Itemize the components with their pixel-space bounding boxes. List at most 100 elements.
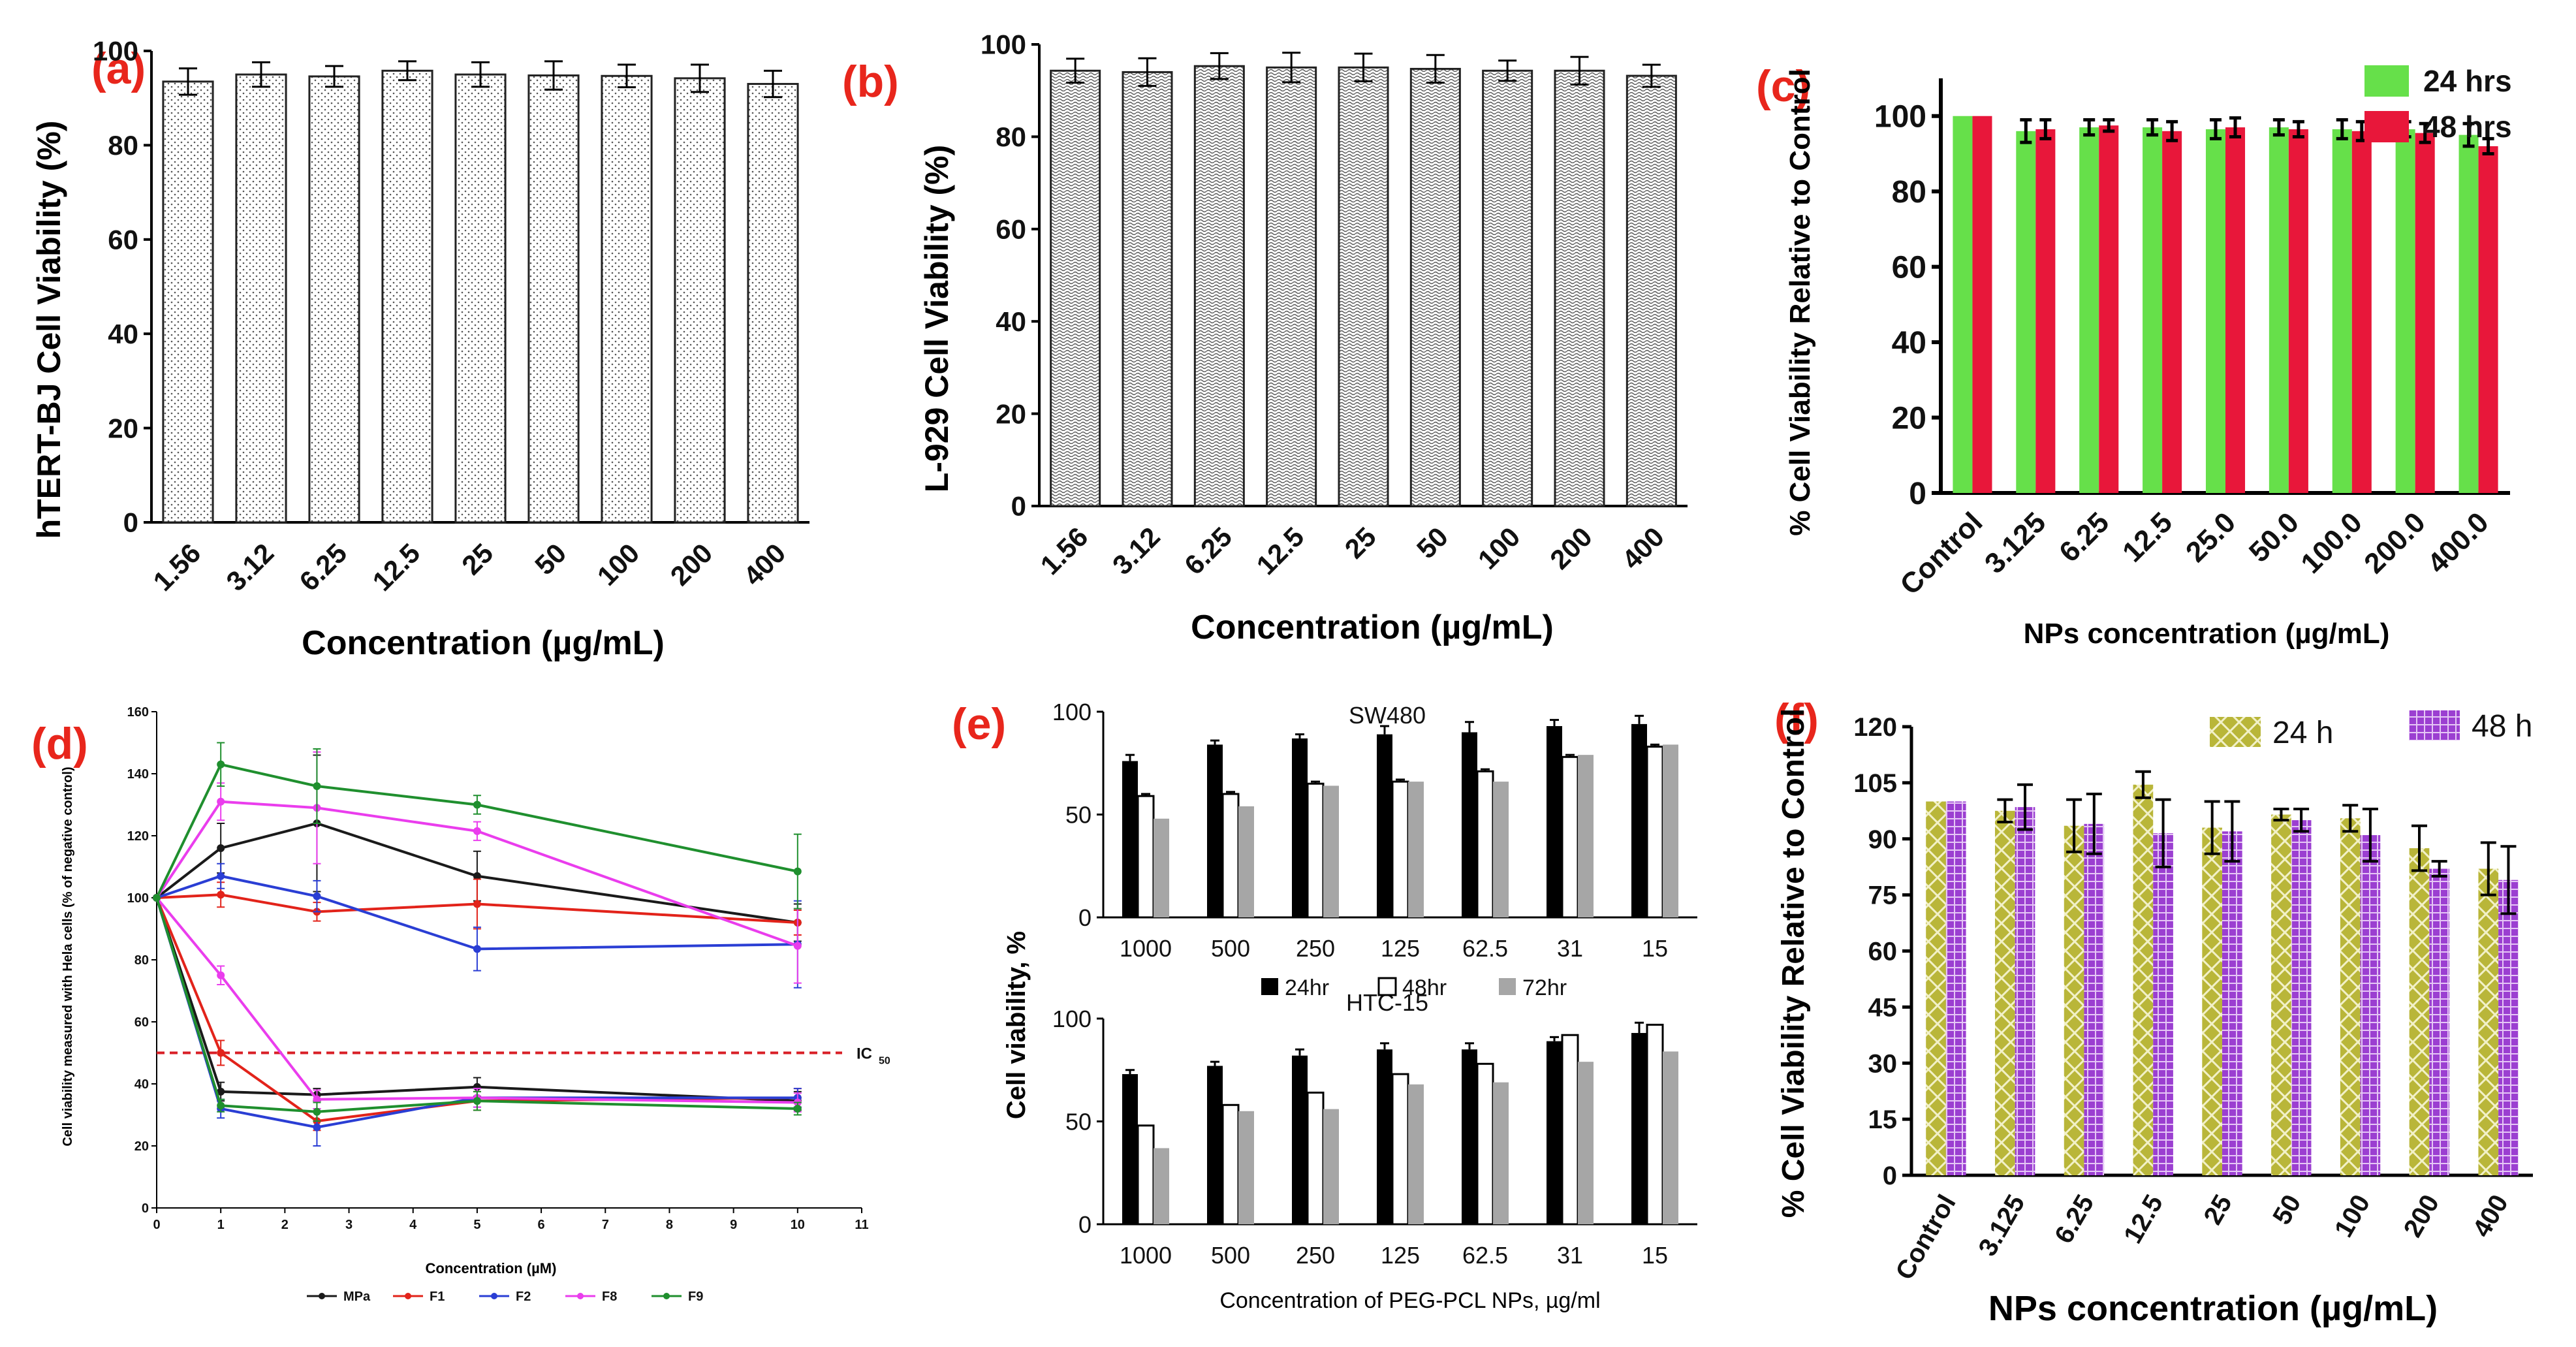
- legend-swatch-48hr: [1377, 977, 1397, 996]
- x-tick-label: 25: [1339, 521, 1382, 564]
- y-tick-label: 20: [996, 398, 1026, 429]
- bar-24-hrs-6.25: [2079, 127, 2099, 493]
- bar-SW480-24hr-250: [1292, 738, 1308, 917]
- x-tick-label: 250: [1296, 1242, 1335, 1269]
- x-tick-label: 200: [1544, 521, 1598, 575]
- ic50-label-subscript: 50: [879, 1056, 890, 1067]
- chart-f-ylabel: % Cell Viability Relative to Control: [1776, 708, 1811, 1218]
- legend-label: F2: [516, 1290, 531, 1304]
- x-tick-label: 400.0: [2421, 506, 2495, 580]
- y-tick-label: 80: [134, 953, 149, 968]
- x-tick-label: 100: [591, 537, 646, 592]
- chart-c-ylabel: % Cell Viability Relative to Control: [1784, 69, 1816, 536]
- bar-HTC-15-48hr-1000: [1137, 1124, 1155, 1226]
- subplot-title: SW480: [1349, 702, 1426, 729]
- bar-values-25: [1338, 66, 1389, 507]
- bar-values-400: [747, 83, 799, 524]
- x-tick-label: 1: [217, 1218, 225, 1232]
- y-tick-label: 0: [1909, 477, 1926, 511]
- y-tick-label: 100: [127, 891, 149, 906]
- bar-HTC-15-72hr-62.5: [1493, 1082, 1509, 1224]
- y-tick-label: 100: [1874, 100, 1926, 135]
- bar-24-h-6.25: [2064, 825, 2084, 1175]
- bar-SW480-24hr-15: [1631, 723, 1647, 917]
- x-tick-label: 25: [456, 537, 499, 580]
- x-tick-label: 500: [1211, 935, 1250, 962]
- bar-48-h-50: [2291, 820, 2312, 1175]
- legend-label: F9: [688, 1290, 703, 1304]
- y-tick-label: 60: [108, 225, 138, 255]
- bar-values-100: [1482, 69, 1533, 507]
- y-tick-label: 0: [123, 507, 138, 538]
- point-F2-1: [217, 872, 225, 880]
- bar-24-h-200: [2409, 848, 2430, 1175]
- x-tick-label: 3.125: [1973, 1190, 2030, 1261]
- chart-c-xlabel: NPs concentration (µg/mL): [2024, 618, 2390, 650]
- point-F9-10: [793, 867, 802, 876]
- point-F1-5: [473, 900, 481, 908]
- bar-HTC-15-48hr-500: [1221, 1103, 1240, 1226]
- bar-24-hrs-25.0: [2205, 129, 2225, 493]
- y-tick-label: 60: [1868, 938, 1898, 966]
- bar-SW480-48hr-31: [1561, 755, 1579, 919]
- x-tick-label: 4: [409, 1218, 417, 1232]
- y-tick-label: 120: [127, 829, 149, 844]
- x-tick-label: 400: [738, 537, 792, 592]
- bar-24-h-Control: [1926, 801, 1946, 1175]
- point-F9-2.5: [313, 782, 321, 790]
- legend-label: 48hr: [1402, 975, 1447, 1000]
- y-tick-label: 105: [1853, 769, 1897, 798]
- bar-values-12.5: [381, 69, 433, 524]
- point-F9-5: [473, 800, 481, 809]
- bar-SW480-72hr-125: [1408, 782, 1424, 917]
- panel-letter-a: (a): [91, 44, 146, 93]
- y-tick-label: 90: [1868, 825, 1898, 854]
- x-tick-label: 200: [665, 537, 719, 592]
- point-F8-5: [473, 827, 481, 835]
- y-tick-label: 45: [1868, 993, 1898, 1022]
- bar-HTC-15-24hr-62.5: [1462, 1049, 1477, 1224]
- bar-values-1.56: [162, 80, 214, 524]
- ic50-label: IC: [856, 1045, 872, 1063]
- bar-HTC-15-24hr-125: [1377, 1049, 1392, 1224]
- x-tick-label: 12.5: [2118, 1190, 2169, 1248]
- x-tick-label: 12.5: [1250, 521, 1310, 580]
- y-tick-label: 60: [1892, 250, 1926, 285]
- bar-SW480-48hr-15: [1646, 746, 1664, 919]
- bar-SW480-24hr-62.5: [1462, 732, 1477, 917]
- bar-24-h-12.5: [2133, 784, 2154, 1175]
- legend-marker-F2: [491, 1293, 497, 1299]
- chart-b-ylabel: L-929 Cell Viability (%): [919, 145, 955, 493]
- x-tick-label: 6.25: [293, 537, 353, 597]
- bar-48-h-200: [2429, 868, 2450, 1175]
- x-tick-label: 50: [2267, 1190, 2306, 1230]
- y-tick-label: 40: [1892, 326, 1926, 360]
- point-F9-low-0: [153, 894, 161, 902]
- legend-marker-F1: [405, 1293, 411, 1299]
- chart-d-hela-viability: Cell viability measured with Hela cells …: [61, 705, 890, 1304]
- bar-48-h-100: [2360, 835, 2381, 1175]
- point-F9-low-1: [217, 1101, 225, 1110]
- x-tick-label: 50: [529, 537, 572, 580]
- bar-48-hrs-50.0: [2288, 129, 2308, 493]
- y-tick-label: 160: [127, 705, 149, 720]
- x-tick-label: 25: [2198, 1190, 2237, 1230]
- x-tick-label: 125: [1381, 1242, 1420, 1269]
- chart-f-xlabel: NPs concentration (µg/mL): [1988, 1289, 2438, 1328]
- legend-swatch-24-hrs: [2364, 65, 2409, 97]
- bar-SW480-72hr-62.5: [1493, 782, 1509, 917]
- panel-letter-c: (c): [1756, 61, 1810, 111]
- bar-24-hrs-Control: [1953, 116, 1973, 493]
- x-tick-label: 0: [153, 1218, 160, 1232]
- x-tick-label: 9: [730, 1218, 737, 1232]
- bar-24-h-50: [2271, 814, 2291, 1175]
- bar-SW480-72hr-500: [1238, 806, 1254, 917]
- bar-48-h-12.5: [2153, 833, 2173, 1175]
- y-tick-label: 140: [127, 767, 149, 782]
- bar-SW480-72hr-1000: [1154, 818, 1169, 917]
- chart-d-ylabel: Cell viability measured with Hela cells …: [61, 767, 75, 1146]
- bar-48-hrs-25.0: [2225, 127, 2246, 493]
- point-F9-low-10: [793, 1105, 802, 1113]
- x-tick-label: 25.0: [2180, 506, 2242, 568]
- point-MPa-5: [473, 872, 481, 880]
